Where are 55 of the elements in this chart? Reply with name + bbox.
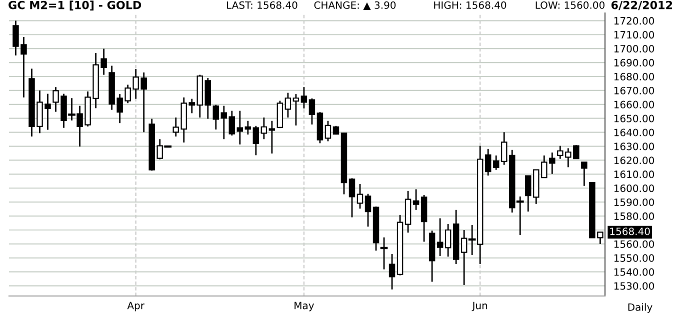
y-tick-label: 1540.00 (614, 268, 654, 276)
y-tick-label: 1530.00 (614, 282, 654, 290)
candlestick (501, 131, 508, 166)
candlestick (284, 92, 292, 118)
candlestick (444, 223, 452, 258)
y-tick-label: 1690.00 (614, 58, 654, 66)
y-tick-label: 1600.00 (614, 184, 654, 192)
candlestick (364, 193, 372, 228)
candlestick (212, 104, 220, 130)
candlestick (412, 188, 420, 211)
y-tick-label: 1640.00 (614, 128, 654, 136)
y-tick-label: 1550.00 (614, 254, 654, 262)
candlestick (236, 110, 244, 146)
candlestick (308, 98, 316, 126)
candlestick (300, 86, 308, 110)
y-tick-label: 1670.00 (614, 86, 654, 94)
candlestick (268, 120, 276, 154)
y-tick-label: 1590.00 (614, 198, 654, 206)
x-tick-label: May (294, 302, 314, 312)
candlestick (228, 110, 236, 136)
y-tick-label: 1710.00 (614, 31, 654, 39)
x-tick-label: Apr (127, 302, 144, 312)
candlestick (581, 161, 588, 187)
y-tick-label: 1700.00 (614, 44, 654, 53)
candlestick (220, 105, 228, 140)
x-tick-label: Jun (472, 302, 488, 312)
y-tick-label: 1560.00 (614, 240, 654, 248)
text: 1568.40 (610, 228, 650, 236)
text: HIGH: 1568.40 (434, 1, 506, 9)
y-tick-label: 1680.00 (614, 72, 654, 80)
y-tick-label: 1660.00 (614, 100, 654, 108)
y-tick-label: 1580.00 (614, 212, 654, 220)
y-tick-label: 1630.00 (614, 142, 654, 150)
candlestick (380, 236, 388, 270)
candlestick (292, 93, 300, 126)
y-tick-label: 1610.00 (614, 170, 654, 178)
candlestick (388, 253, 396, 290)
text: Daily (628, 303, 652, 313)
candlestick (484, 148, 492, 176)
y-tick-label: 1650.00 (614, 114, 654, 122)
candlestick (492, 154, 500, 171)
candlestick (252, 125, 260, 156)
chart-title: GC M2=1 [10] - GOLD (8, 0, 142, 11)
y-tick-label: 1620.00 (614, 156, 654, 164)
candlestick (260, 116, 268, 140)
text: 6/22/2012 (611, 0, 672, 10)
text: LOW: 1560.00 (536, 1, 604, 9)
candlestick (348, 178, 356, 218)
candlestick (324, 120, 332, 142)
candlestick (244, 120, 252, 136)
candlestick (436, 218, 444, 257)
candlestick (356, 183, 364, 210)
y-tick-label: 1720.00 (614, 17, 654, 25)
text: CHANGE: ▲ 3.90 (314, 1, 396, 10)
text: LAST: 1568.40 (227, 1, 298, 9)
